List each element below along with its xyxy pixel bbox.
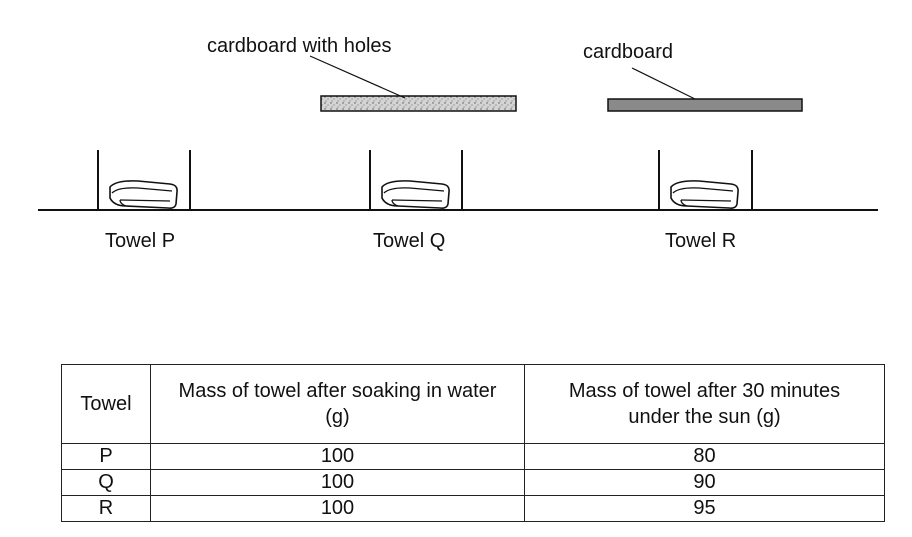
label-cardboard: cardboard bbox=[583, 41, 674, 63]
towel-q-icon bbox=[381, 180, 450, 209]
cell-soaked: 100 bbox=[150, 443, 525, 470]
experiment-diagram bbox=[38, 55, 878, 211]
label-towel-r: Towel R bbox=[665, 230, 737, 252]
towel-p-setup bbox=[97, 150, 191, 210]
towel-r-setup bbox=[658, 150, 753, 210]
table-row: P 100 80 bbox=[61, 443, 885, 470]
cell-after-sun: 95 bbox=[524, 495, 885, 522]
table-header-row: Towel Mass of towel after soaking in wat… bbox=[61, 364, 885, 444]
table-row: Q 100 90 bbox=[61, 469, 885, 496]
cell-towel: P bbox=[61, 443, 151, 470]
cardboard-plain bbox=[607, 98, 803, 112]
table-row: R 100 95 bbox=[61, 495, 885, 522]
cell-towel: Q bbox=[61, 469, 151, 496]
cell-after-sun: 80 bbox=[524, 443, 885, 470]
cell-towel: R bbox=[61, 495, 151, 522]
cell-soaked: 100 bbox=[150, 495, 525, 522]
results-table: Towel Mass of towel after soaking in wat… bbox=[61, 364, 885, 522]
leader-line-cardboard bbox=[631, 67, 696, 100]
towel-r-icon bbox=[670, 180, 739, 209]
label-towel-q: Towel Q bbox=[373, 230, 446, 252]
cell-soaked: 100 bbox=[150, 469, 525, 496]
label-towel-p: Towel P bbox=[105, 230, 176, 252]
header-towel: Towel bbox=[61, 364, 151, 444]
cardboard-with-holes bbox=[320, 95, 517, 112]
towel-p-icon bbox=[109, 180, 178, 209]
label-cardboard-with-holes: cardboard with holes bbox=[207, 35, 392, 57]
header-mass-after-soaking: Mass of towel after soaking in water (g) bbox=[150, 364, 525, 444]
header-mass-after-sun: Mass of towel after 30 minutes under the… bbox=[524, 364, 885, 444]
cell-after-sun: 90 bbox=[524, 469, 885, 496]
leader-line-holes bbox=[309, 55, 406, 99]
towel-q-setup bbox=[369, 150, 463, 210]
